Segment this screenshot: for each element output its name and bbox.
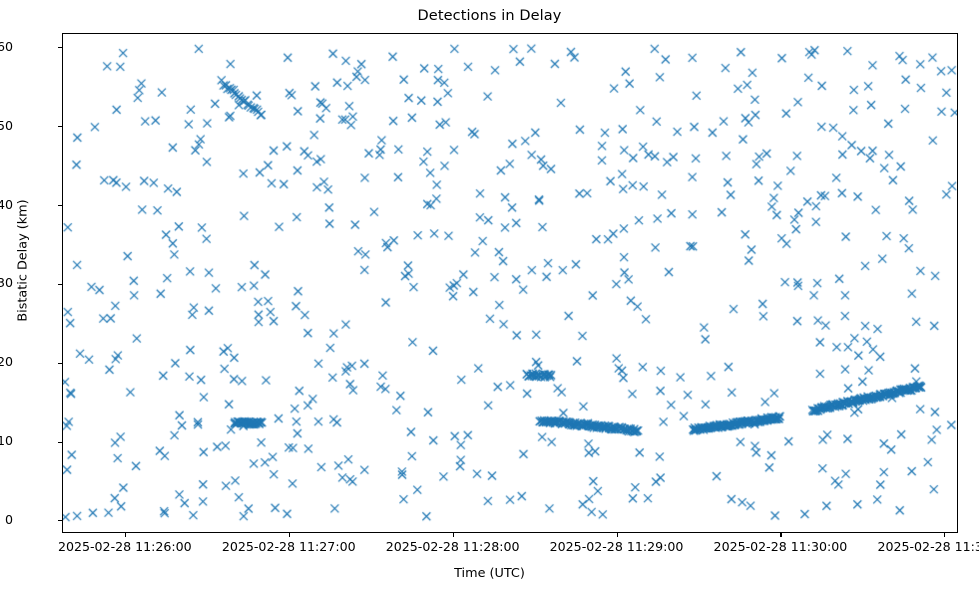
x-tick-mark [124, 533, 126, 537]
y-tick-mark [58, 47, 62, 49]
chart-title: Detections in Delay [417, 8, 562, 24]
y-axis-label: Bistatic Delay (km) [15, 199, 31, 322]
scatter-plot-canvas [63, 34, 957, 532]
y-tick-label: 50 [0, 117, 13, 133]
y-tick-label: 40 [0, 196, 13, 212]
x-tick-mark [288, 533, 290, 537]
y-tick-label: 30 [0, 275, 13, 291]
x-tick-mark [452, 533, 454, 537]
x-tick-label: 2025-02-28 11:27:00 [221, 539, 356, 554]
y-tick-mark [58, 283, 62, 285]
x-tick-mark [944, 533, 946, 537]
x-tick-label: 2025-02-28 11:28:00 [385, 539, 520, 554]
y-tick-mark [58, 520, 62, 522]
y-tick-label: 0 [4, 512, 13, 528]
x-tick-label: 2025-02-28 11:31:00 [877, 539, 979, 554]
x-axis-label: Time (UTC) [454, 566, 525, 581]
y-tick-label: 10 [0, 433, 13, 449]
y-tick-label: 60 [0, 38, 13, 54]
y-tick-mark [58, 441, 62, 443]
x-tick-mark [780, 533, 782, 537]
y-tick-mark [58, 204, 62, 207]
x-tick-label: 2025-02-28 11:26:00 [57, 539, 192, 554]
x-tick-mark [616, 533, 618, 537]
x-tick-label: 2025-02-28 11:29:00 [549, 539, 684, 554]
x-tick-label: 2025-02-28 11:30:00 [713, 539, 848, 554]
y-tick-label: 20 [0, 354, 13, 370]
y-tick-mark [58, 126, 62, 128]
y-tick-mark [58, 362, 62, 364]
plot-axes [62, 33, 958, 533]
